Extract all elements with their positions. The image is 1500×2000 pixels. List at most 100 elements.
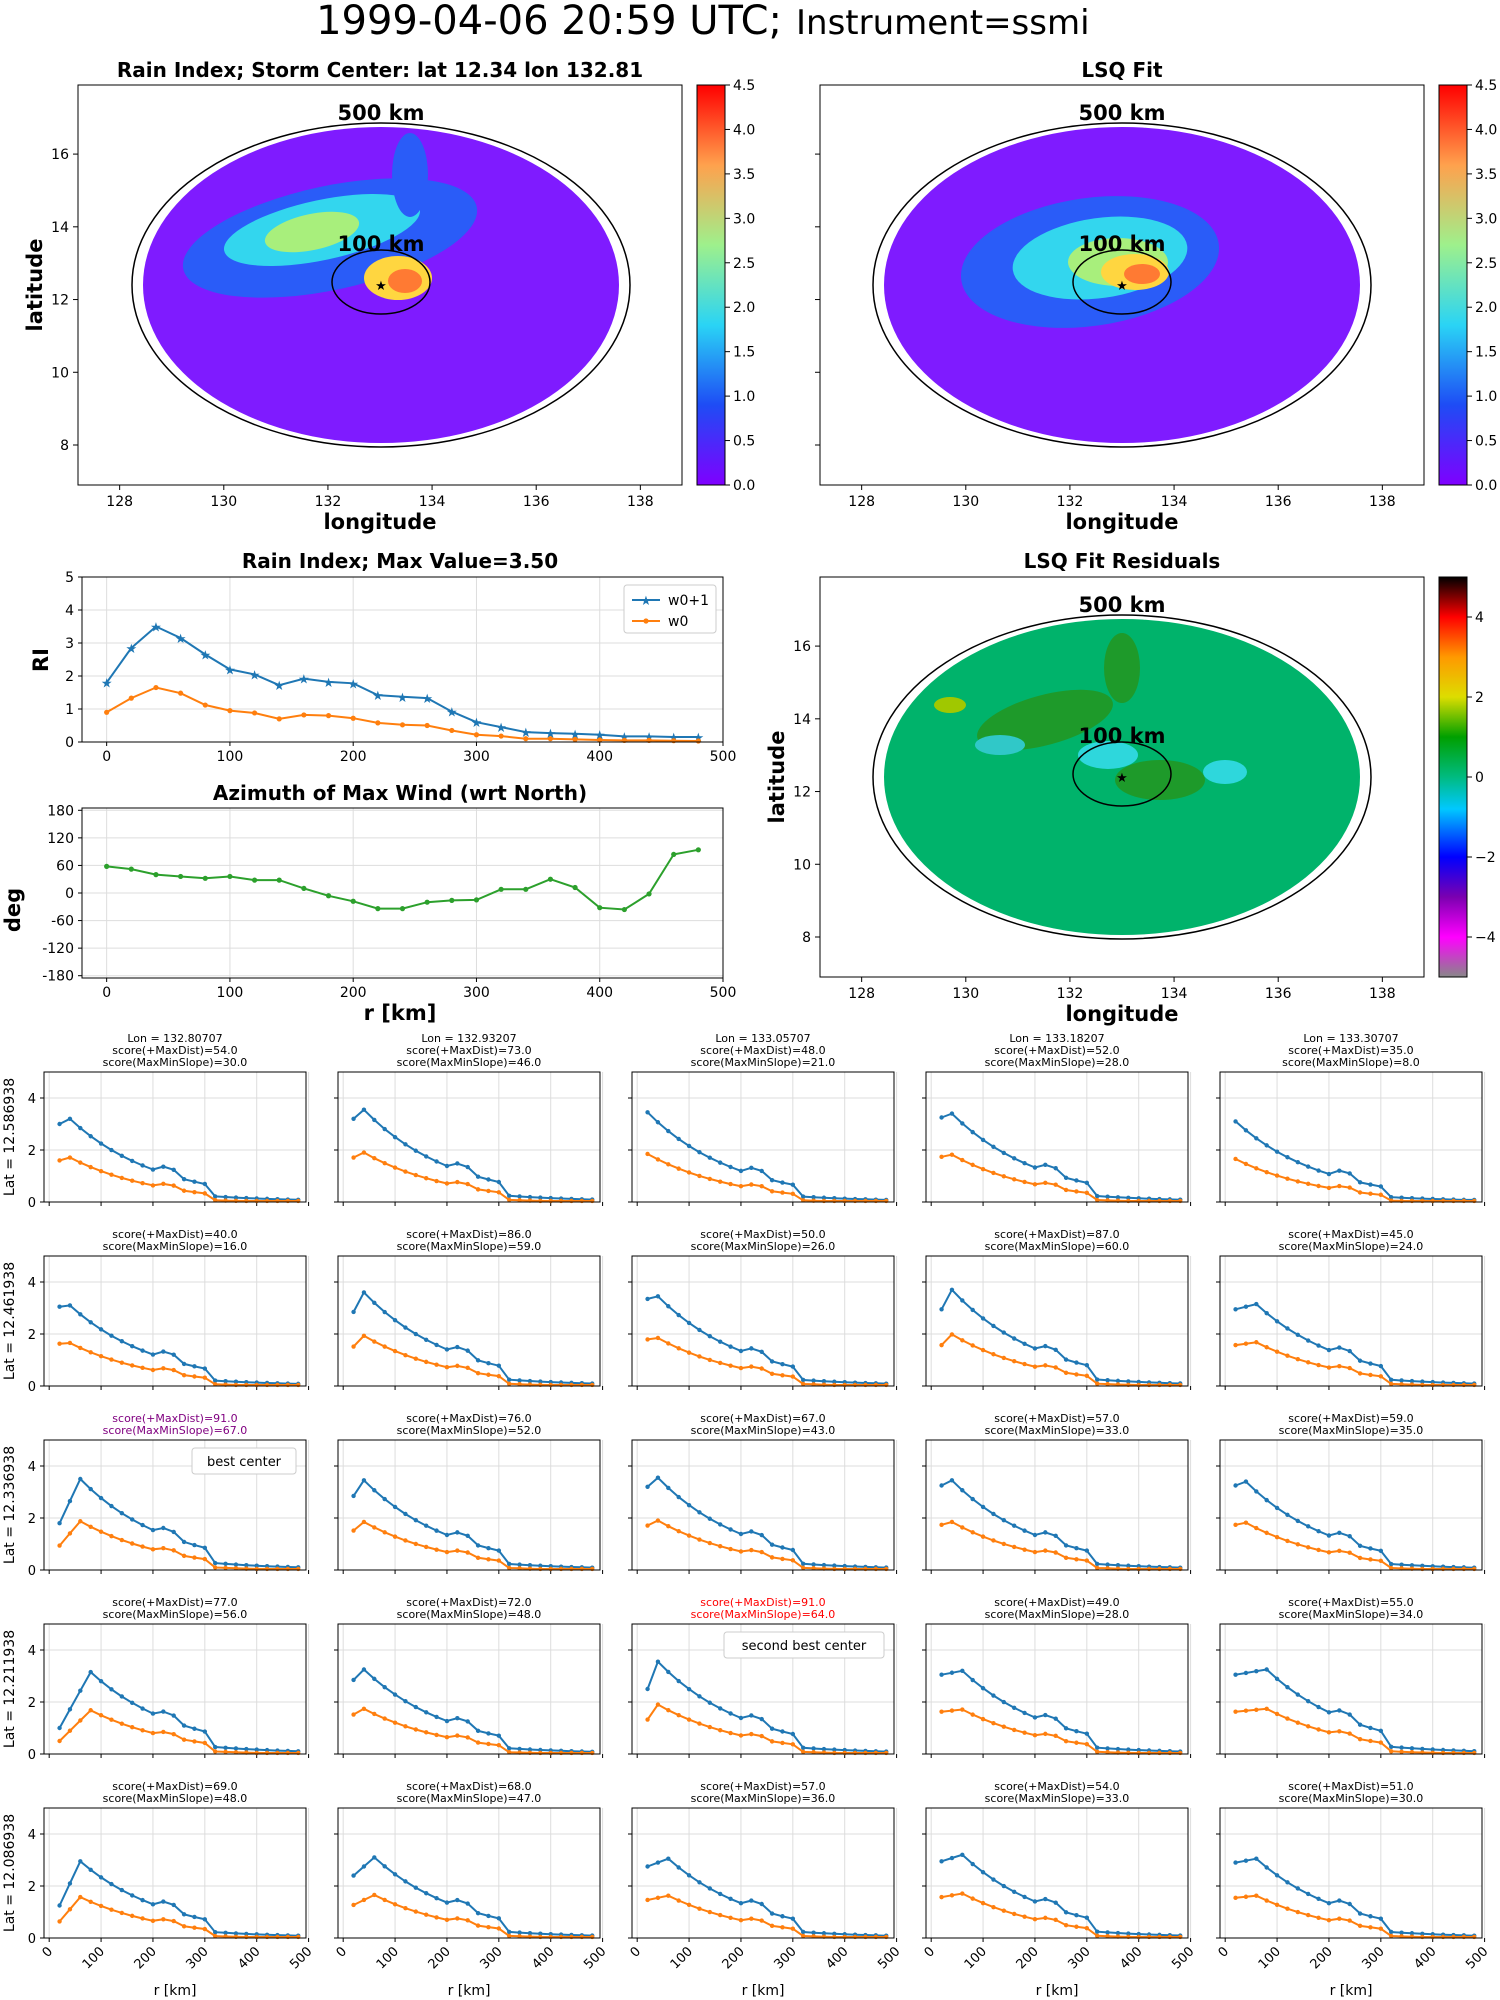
center-grid-point-w0 (392, 1902, 398, 1907)
center-grid-point-w0p1 (939, 1483, 944, 1488)
center-grid-point-w0 (486, 1188, 491, 1194)
center-grid-point-w0 (434, 1178, 439, 1184)
center-grid-point-w0p1 (1347, 1534, 1352, 1539)
center-grid-point-w0 (171, 1367, 176, 1373)
center-grid-point-w0p1 (738, 1168, 744, 1174)
center-grid-point-w0p1 (949, 1670, 955, 1675)
residuals-map-xlabel: longitude (1065, 1002, 1178, 1026)
azimuth-profile-point (350, 898, 356, 904)
rain-index-profile-point-w0p1: ★ (397, 691, 409, 706)
center-grid-point-w0 (697, 1173, 702, 1179)
center-grid-point-w0p1 (1115, 1195, 1121, 1200)
center-grid-point-w0p1 (1285, 1155, 1290, 1160)
center-grid-point-w0p1 (403, 1879, 408, 1884)
center-grid-point-w0 (801, 1198, 806, 1203)
center-grid-point-w0p1 (939, 1307, 944, 1312)
center-grid-point-w0 (392, 1720, 398, 1725)
center-grid-point-w0p1 (769, 1542, 775, 1547)
center-grid-point-w0 (1326, 1730, 1332, 1735)
center-grid-point-w0p1 (223, 1745, 228, 1750)
center-grid-point-w0 (1095, 1565, 1100, 1571)
center-grid-point-w0p1 (192, 1364, 197, 1369)
center-grid-point-w0p1 (1254, 1856, 1259, 1861)
center-grid-score-maxdist: score(+MaxDist)=77.0 (112, 1596, 237, 1609)
center-grid-point-w0 (970, 1162, 975, 1168)
center-grid-point-w0p1 (1337, 1530, 1342, 1536)
residuals-map-colorbar (1438, 576, 1468, 978)
center-grid-point-w0p1 (78, 1476, 83, 1482)
azimuth-profile-ytick-label: 60 (56, 858, 74, 874)
center-grid-point-w0 (1032, 1917, 1038, 1922)
center-grid-point-w0p1 (1378, 1728, 1384, 1734)
center-grid-legend-label: second best center (742, 1639, 867, 1654)
center-grid-point-w0 (192, 1925, 197, 1930)
center-grid-point-w0p1 (1378, 1548, 1384, 1554)
center-grid-point-w0 (1022, 1361, 1027, 1367)
center-grid-point-w0 (444, 1917, 450, 1923)
center-grid-point-w0p1 (1326, 1171, 1332, 1177)
center-grid-point-w0p1 (949, 1478, 955, 1483)
center-grid-point-w0p1 (1254, 1136, 1259, 1141)
center-grid-point-w0p1 (821, 1195, 827, 1200)
center-grid-point-w0 (486, 1372, 491, 1377)
rain-index-profile-legend-label: w0 (668, 614, 688, 630)
center-grid-row-label: Lat = 12.086938 (2, 1814, 18, 1932)
azimuth-profile-xlabel: r [km] (364, 1001, 437, 1025)
lsq-fit-map-axes: 128 130 132 134 136 138 (815, 153, 1396, 510)
center-grid-point-w0 (1326, 1917, 1332, 1923)
center-grid-xtick-label: 400 (1411, 1944, 1439, 1972)
center-grid-cell-frame (631, 1255, 895, 1387)
center-grid-point-w0 (233, 1750, 239, 1755)
center-grid-point-w0 (507, 1197, 512, 1203)
center-grid-point-w0p1 (759, 1901, 764, 1907)
center-grid-point-w0p1 (697, 1880, 702, 1885)
center-grid-cell: score(MaxMinSlope)=8.0score(+MaxDist)=35… (1216, 1032, 1486, 1206)
rain-index-map-ylabel: latitude (23, 239, 47, 332)
center-grid-point-w0p1 (413, 1885, 419, 1890)
center-grid-point-w0p1 (98, 1327, 104, 1332)
center-grid-point-w0 (1368, 1557, 1373, 1562)
rain-index-map-ytick-label: 12 (51, 293, 69, 309)
center-grid-point-w0 (351, 1712, 356, 1717)
center-grid-point-w0 (1378, 1192, 1384, 1197)
center-grid-point-w0p1 (57, 1725, 62, 1731)
center-grid-point-w0p1 (213, 1560, 218, 1566)
center-grid-point-w0p1 (1326, 1900, 1332, 1906)
center-grid-point-w0 (67, 1728, 73, 1733)
center-grid-point-w0 (434, 1732, 439, 1738)
center-grid-score-maxdist: score(+MaxDist)=54.0 (112, 1044, 237, 1057)
lsq-fit-map-ring-100-label: 100 km (1079, 232, 1166, 256)
center-grid-point-w0p1 (1084, 1180, 1090, 1186)
center-grid-point-w0p1 (392, 1692, 398, 1697)
center-grid-point-w0 (465, 1735, 470, 1740)
center-grid-point-w0p1 (434, 1342, 439, 1348)
center-grid-point-w0 (181, 1737, 187, 1742)
rain-index-colorbar-tick-label: 2.5 (733, 256, 755, 272)
center-grid-cell-frame (43, 1623, 307, 1755)
rain-index-profile-point-w0 (695, 738, 701, 744)
center-grid-point-w0p1 (1011, 1336, 1017, 1341)
rain-index-profile-point-w0 (350, 715, 356, 721)
center-grid-point-w0p1 (1243, 1479, 1249, 1484)
center-grid-point-w0 (150, 1367, 156, 1373)
center-grid-cell-frame (1219, 1255, 1483, 1387)
center-grid-point-w0p1 (832, 1931, 837, 1936)
center-grid-point-w0p1 (538, 1379, 543, 1384)
center-grid-point-w0 (1399, 1749, 1404, 1754)
center-grid-point-w0 (1357, 1923, 1363, 1929)
center-grid-point-w0 (351, 1902, 356, 1908)
center-grid-point-w0 (1368, 1191, 1373, 1196)
center-grid-point-w0 (1095, 1381, 1100, 1386)
center-grid-point-w0p1 (1409, 1378, 1415, 1384)
center-grid-point-w0p1 (769, 1911, 775, 1916)
center-grid-xlabel: r [km] (1330, 1983, 1373, 1999)
center-grid-point-w0 (486, 1741, 491, 1747)
rain-index-colorbar-tick-label: 4.0 (733, 122, 755, 138)
center-grid-ytick-label: 2 (28, 1696, 36, 1711)
center-grid-point-w0p1 (88, 1486, 93, 1492)
center-grid-point-w0p1 (1254, 1489, 1259, 1494)
center-grid-point-w0p1 (233, 1746, 239, 1751)
center-grid-point-w0p1 (1378, 1363, 1384, 1369)
center-grid-point-w0p1 (811, 1378, 816, 1383)
center-grid-point-w0 (1043, 1731, 1048, 1737)
